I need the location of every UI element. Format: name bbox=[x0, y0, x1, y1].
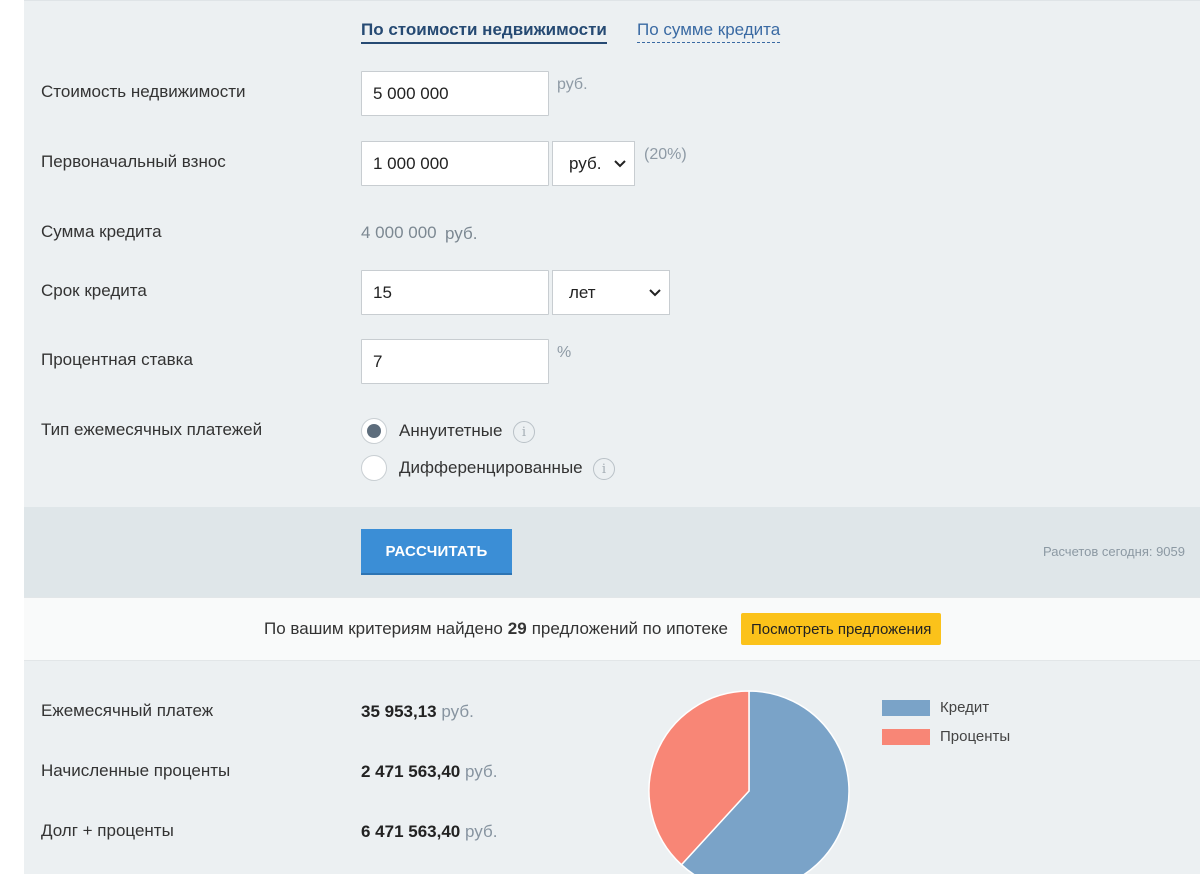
loan-term-unit-select[interactable]: лет bbox=[552, 270, 670, 315]
legend-label: Кредит bbox=[940, 699, 990, 716]
radio-selected-dot bbox=[367, 424, 381, 438]
down-payment-unit-select[interactable]: руб. bbox=[552, 141, 635, 186]
pie-slice-0 bbox=[680, 690, 850, 874]
offers-strip: По вашим критериям найдено 29 предложени… bbox=[24, 597, 1200, 661]
chevron-down-icon bbox=[614, 159, 626, 167]
tab-by-loan-amount[interactable]: По сумме кредита bbox=[637, 20, 781, 43]
chevron-down-icon bbox=[649, 288, 661, 296]
mortgage-calculator: По стоимости недвижимости По сумме креди… bbox=[24, 0, 1200, 874]
pie-chart-container bbox=[644, 687, 854, 874]
legend-item: Проценты bbox=[882, 728, 1010, 745]
info-icon[interactable]: i bbox=[513, 421, 535, 443]
down-payment-input[interactable] bbox=[361, 141, 549, 186]
down-payment-unit-value: руб. bbox=[569, 153, 602, 173]
chart-legend: Кредит Проценты bbox=[882, 699, 1010, 757]
payment-type-label: Тип ежемесячных платежей bbox=[41, 420, 263, 439]
legend-item: Кредит bbox=[882, 699, 1010, 716]
pie-chart bbox=[648, 690, 850, 874]
legend-swatch bbox=[882, 728, 930, 745]
tab-by-property-value[interactable]: По стоимости недвижимости bbox=[361, 20, 607, 44]
interest-rate-input[interactable] bbox=[361, 339, 549, 384]
property-value-unit: руб. bbox=[557, 76, 588, 93]
offers-text-before: По вашим критериям найдено bbox=[264, 619, 503, 638]
radio-annuity[interactable] bbox=[361, 418, 387, 444]
calculations-today: Расчетов сегодня: 9059 bbox=[1042, 544, 1185, 559]
accrued-interest-label: Начисленные проценты bbox=[41, 761, 231, 780]
calculate-band: РАССЧИТАТЬ Расчетов сегодня: 9059 bbox=[24, 507, 1200, 597]
calculate-button[interactable]: РАССЧИТАТЬ bbox=[361, 529, 512, 575]
info-icon[interactable]: i bbox=[593, 458, 615, 480]
loan-amount-unit: руб. bbox=[445, 224, 478, 243]
view-offers-button[interactable]: Посмотреть предложения bbox=[740, 613, 942, 645]
total-value: 6 471 563,40 руб. bbox=[361, 822, 498, 841]
down-payment-percent: (20%) bbox=[644, 146, 687, 163]
total-label: Долг + проценты bbox=[41, 821, 174, 840]
property-value-label: Стоимость недвижимости bbox=[41, 82, 246, 101]
loan-term-input[interactable] bbox=[361, 270, 549, 315]
monthly-payment-label: Ежемесячный платеж bbox=[41, 701, 214, 720]
legend-label: Проценты bbox=[940, 728, 1011, 745]
loan-term-label: Срок кредита bbox=[41, 281, 147, 300]
loan-amount-value: 4 000 000 bbox=[361, 223, 437, 242]
offers-text-after: предложений по ипотеке bbox=[531, 619, 728, 638]
interest-rate-unit: % bbox=[557, 344, 572, 361]
monthly-payment-value: 35 953,13 руб. bbox=[361, 702, 474, 721]
interest-rate-label: Процентная ставка bbox=[41, 350, 193, 369]
pie-slice-1 bbox=[648, 690, 750, 866]
accrued-interest-value: 2 471 563,40 руб. bbox=[361, 762, 498, 781]
loan-amount-label: Сумма кредита bbox=[41, 222, 162, 241]
radio-differentiated-label[interactable]: Дифференцированные bbox=[399, 458, 583, 477]
down-payment-label: Первоначальный взнос bbox=[41, 152, 226, 171]
property-value-input[interactable] bbox=[361, 71, 549, 116]
loan-term-unit-value: лет bbox=[569, 282, 596, 302]
radio-annuity-label[interactable]: Аннуитетные bbox=[399, 421, 503, 440]
legend-swatch bbox=[882, 699, 930, 716]
offers-count: 29 bbox=[507, 619, 527, 638]
radio-differentiated[interactable] bbox=[361, 455, 387, 481]
